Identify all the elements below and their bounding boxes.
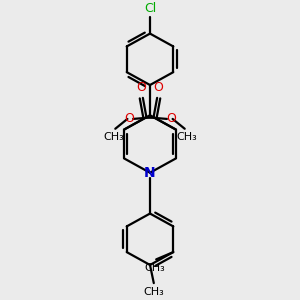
Text: N: N [144,166,156,180]
Text: CH₃: CH₃ [103,132,124,142]
Text: Cl: Cl [144,2,156,15]
Text: O: O [137,81,146,94]
Text: CH₃: CH₃ [176,132,197,142]
Text: O: O [166,112,175,125]
Text: O: O [124,112,134,125]
Text: CH₃: CH₃ [143,287,164,297]
Text: O: O [154,81,163,94]
Text: CH₃: CH₃ [144,263,165,273]
